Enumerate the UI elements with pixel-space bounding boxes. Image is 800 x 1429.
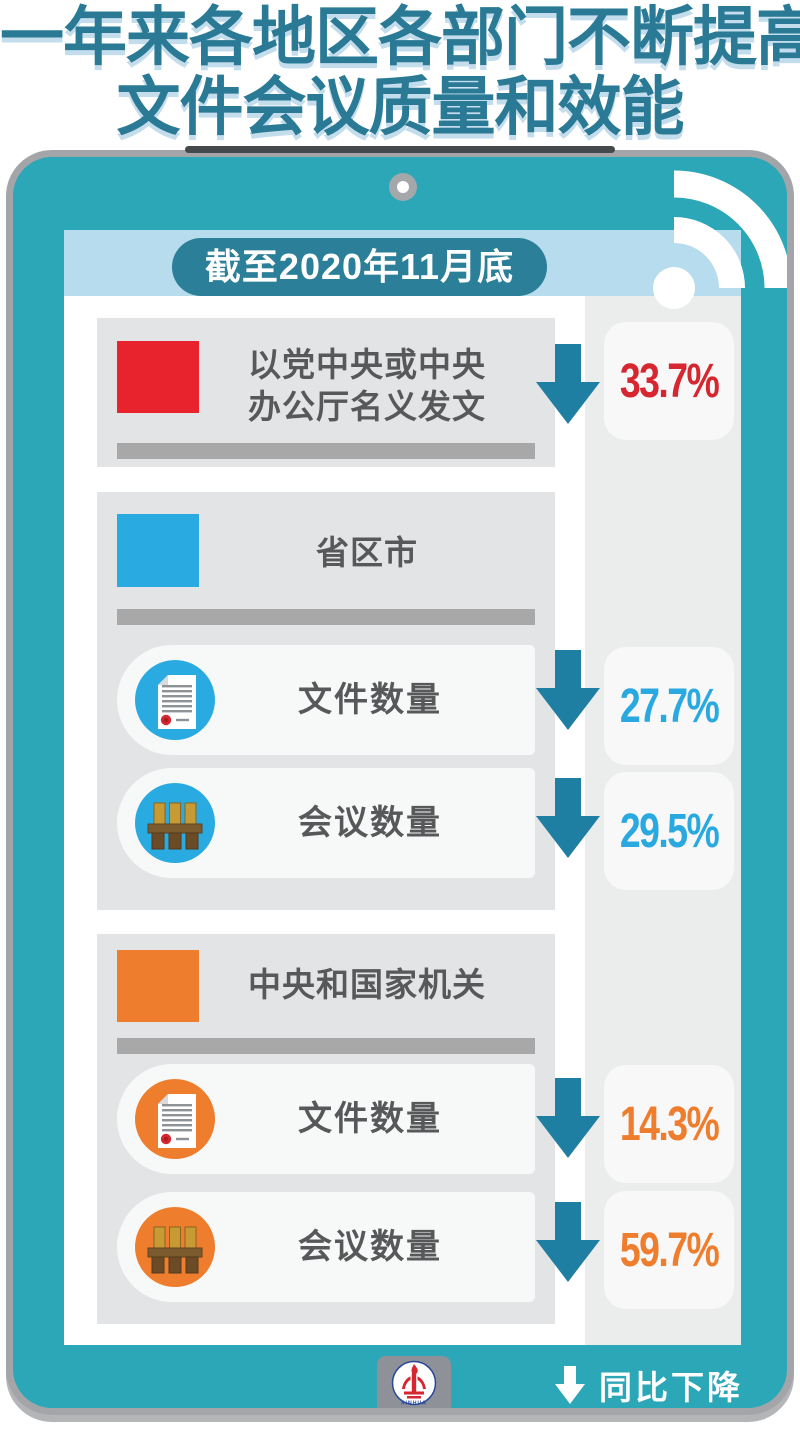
- section-card-provinces: 省区市 文件数量: [97, 492, 555, 910]
- metric-row-documents: 文件数量: [117, 1064, 535, 1174]
- section-marker-orange: [117, 950, 199, 1022]
- section-marker-blue: [117, 514, 199, 587]
- stat-card: 33.7%: [604, 322, 734, 440]
- legend-label: 同比下降: [599, 1369, 743, 1406]
- down-arrow-icon: [536, 1078, 600, 1158]
- stat-card: 27.7%: [604, 647, 734, 765]
- stat-value: 27.7%: [619, 679, 720, 733]
- divider-bar: [117, 1038, 535, 1054]
- stat-card: 59.7%: [604, 1191, 734, 1309]
- metric-row-meetings: 会议数量: [117, 768, 535, 878]
- section-title-line: 中央和国家机关: [248, 966, 486, 1003]
- stat-value: 59.7%: [619, 1223, 720, 1277]
- page-title-line1: 一年来各地区各部门不断提高: [0, 1, 800, 73]
- metric-row-meetings: 会议数量: [117, 1192, 535, 1302]
- section-title: 以党中央或中央 办公厅名义发文: [199, 344, 535, 428]
- camera-dot-icon: [389, 173, 417, 201]
- xinhua-logo: XINHUA: [377, 1356, 451, 1408]
- section-title-line: 以党中央或中央: [248, 346, 486, 383]
- meeting-icon: [135, 1207, 215, 1287]
- down-arrow-icon: [536, 778, 600, 858]
- legend: 同比下降: [555, 1363, 743, 1407]
- divider-bar: [117, 443, 535, 459]
- down-arrow-icon: [536, 1202, 600, 1282]
- page-title: 一年来各地区各部门不断提高 文件会议质量和效能: [0, 0, 800, 140]
- section-title: 省区市: [199, 532, 535, 574]
- page-title-line2: 文件会议质量和效能: [116, 71, 685, 143]
- stat-value: 33.7%: [619, 354, 720, 408]
- metric-label: 文件数量: [298, 681, 442, 719]
- down-arrow-icon: [555, 1366, 585, 1404]
- xinhua-logo-text: XINHUA: [401, 1401, 427, 1407]
- down-arrow-icon: [536, 650, 600, 730]
- section-title-line: 办公厅名义发文: [248, 388, 486, 425]
- rss-arcs-icon: [653, 170, 787, 309]
- section-title: 中央和国家机关: [199, 964, 535, 1006]
- stat-card: 29.5%: [604, 772, 734, 890]
- metric-label: 文件数量: [298, 1100, 442, 1138]
- as-of-date-badge: 截至2020年11月底: [172, 238, 547, 296]
- section-card-party-central: 以党中央或中央 办公厅名义发文: [97, 318, 555, 467]
- section-marker-red: [117, 341, 199, 413]
- meeting-icon: [135, 783, 215, 863]
- document-icon: [135, 660, 215, 740]
- section-title-line: 省区市: [316, 534, 418, 571]
- document-icon: [135, 1079, 215, 1159]
- section-card-central-state-organs: 中央和国家机关 文件数量: [97, 934, 555, 1324]
- stat-value: 29.5%: [619, 804, 720, 858]
- speaker-slot-icon: [185, 146, 615, 153]
- metric-label: 会议数量: [298, 804, 442, 842]
- metric-label: 会议数量: [298, 1228, 442, 1266]
- tablet-frame: 截至2020年11月底 以党中央或中央 办公厅名义发文 33.7% 省区市: [6, 150, 794, 1415]
- divider-bar: [117, 609, 535, 625]
- stat-card: 14.3%: [604, 1065, 734, 1183]
- down-arrow-icon: [536, 344, 600, 424]
- metric-row-documents: 文件数量: [117, 645, 535, 755]
- stat-value: 14.3%: [619, 1097, 720, 1151]
